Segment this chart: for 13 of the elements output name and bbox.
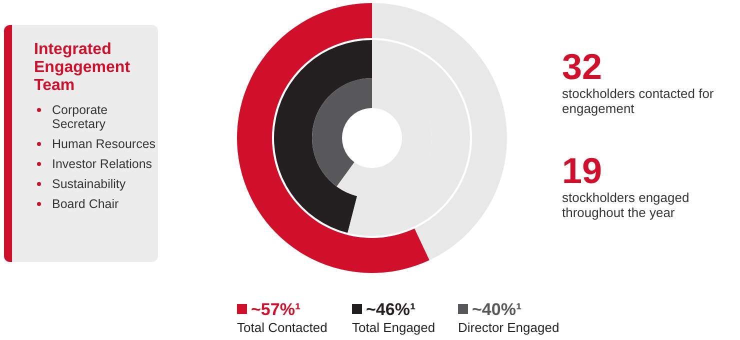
legend-label: ~46%¹ Total Engaged (352, 300, 436, 335)
text: Corporate Secretary (52, 103, 108, 131)
legend-label: ~57%¹ Total Contacted (237, 300, 328, 335)
text: 19 (562, 150, 604, 191)
text: 32 (562, 46, 604, 87)
text: Human Resources (52, 137, 156, 151)
text: stockholders engaged throughout the year (562, 190, 690, 220)
text: stockholders contacted for engagement (562, 86, 714, 116)
text: Sustainability (52, 177, 126, 191)
text: Board Chair (52, 197, 119, 211)
text: Investor Relations (52, 157, 152, 171)
legend-label: ~40%¹ Director Engaged (458, 300, 560, 335)
text: Integrated Engagement Team (34, 41, 132, 95)
